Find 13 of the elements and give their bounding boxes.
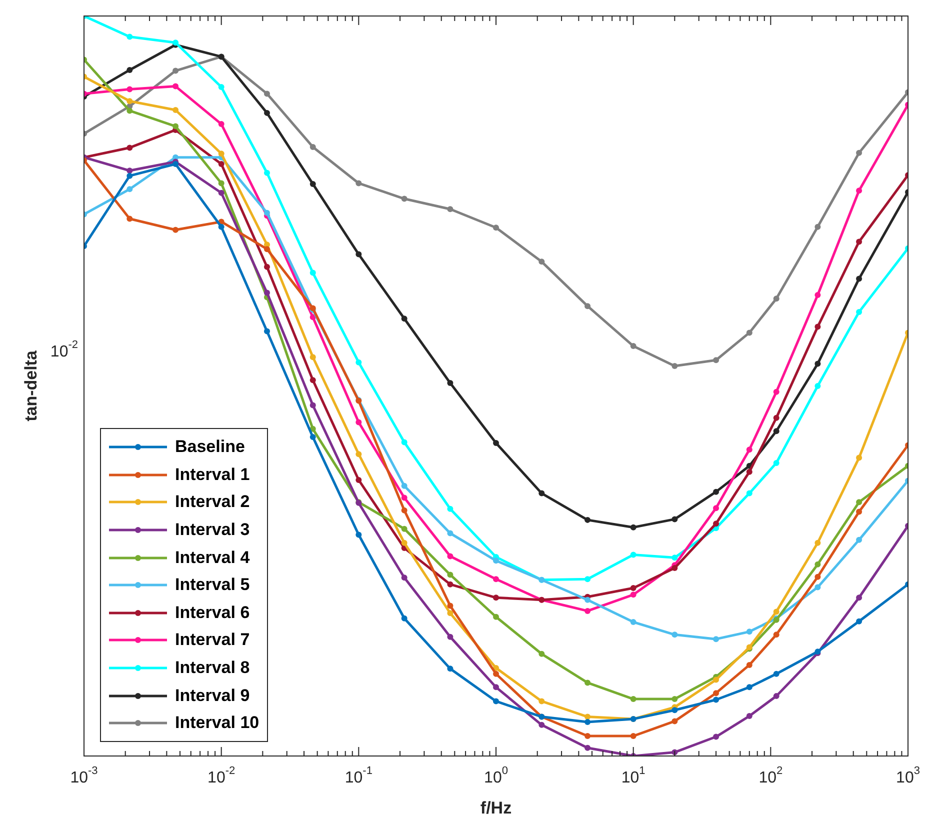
legend-label: Interval 10 [175,713,260,734]
legend-label: Interval 5 [175,575,250,596]
legend-label: Interval 8 [175,658,250,678]
x-axis-title: f/Hz [480,798,512,818]
legend-label: Baseline [175,437,245,458]
legend-label: Interval 7 [175,630,250,650]
legend-label: Interval 6 [175,602,250,623]
legend-label: Interval 9 [175,686,250,706]
legend-label: Interval 1 [175,464,250,485]
legend-label: Interval 2 [175,492,250,512]
legend-label: Interval 4 [175,548,250,568]
y-axis-title: tan-delta [22,350,41,422]
legend-label: Interval 3 [175,520,250,540]
